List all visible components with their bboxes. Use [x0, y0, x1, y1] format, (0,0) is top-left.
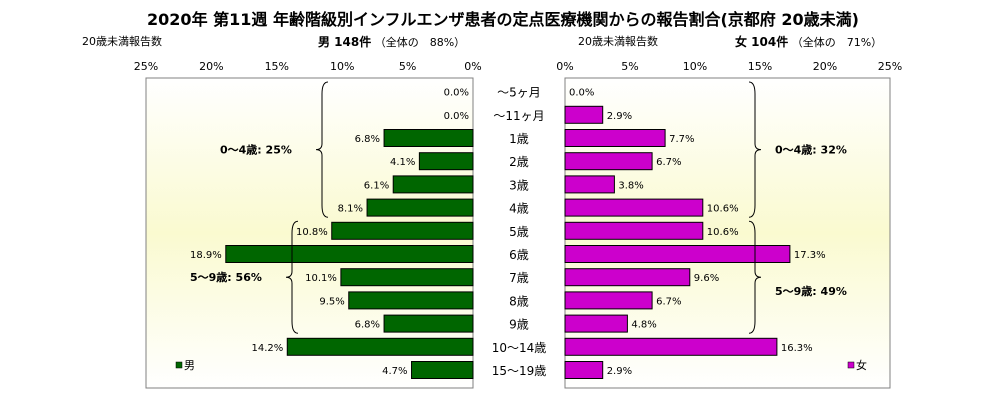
age-category-label: 8歳	[509, 294, 529, 308]
male-bar	[340, 268, 474, 287]
male-x-tick-label: 5%	[399, 60, 416, 73]
male-bar	[225, 245, 474, 263]
female-bar	[564, 291, 653, 310]
female-x-tick-label: 20%	[813, 60, 837, 73]
male-5-9-group-annotation: 5～9歳: 56%	[190, 270, 262, 284]
female-bar	[564, 314, 628, 333]
male-bar	[348, 291, 474, 310]
male-x-tick-label: 0%	[464, 60, 481, 73]
male-0-4-group-annotation: 0～4歳: 25%	[220, 143, 292, 157]
female-summary-count: 女 104件	[735, 35, 789, 49]
age-category-label: 6歳	[509, 248, 529, 262]
male-value-label: 0.0%	[444, 111, 469, 122]
female-0-4-bracket	[748, 81, 762, 218]
male-value-label: 10.1%	[305, 273, 337, 284]
female-value-label: 3.8%	[618, 180, 643, 191]
male-value-label: 6.8%	[355, 320, 380, 331]
male-legend-swatch	[175, 361, 183, 369]
female-value-label: 6.7%	[656, 296, 681, 307]
female-value-label: 10.6%	[707, 204, 739, 215]
female-bar	[564, 152, 653, 171]
age-category-label: ～11ヶ月	[493, 109, 544, 123]
female-bar	[564, 198, 704, 217]
age-category-label: 15～19歳	[492, 364, 547, 378]
male-x-tick-label: 20%	[199, 60, 223, 73]
male-summary: 男 148件 （全体の 88%）	[318, 33, 465, 50]
male-summary-count: 男 148件	[318, 35, 372, 49]
age-category-label: 9歳	[509, 318, 529, 332]
female-x-tick-label: 0%	[556, 60, 573, 73]
male-bar	[383, 129, 474, 147]
female-legend-swatch	[847, 361, 855, 369]
female-x-tick-label: 5%	[621, 60, 638, 73]
female-value-label: 7.7%	[669, 134, 694, 145]
male-value-label: 0.0%	[444, 88, 469, 99]
male-bar	[286, 337, 474, 356]
female-value-label: 16.3%	[781, 343, 813, 354]
age-category-label: 1歳	[509, 132, 529, 146]
male-value-label: 4.7%	[382, 366, 407, 377]
male-bar	[383, 314, 474, 333]
female-bar	[564, 129, 666, 147]
age-category-label: 5歳	[509, 225, 529, 239]
female-5-9-bracket	[748, 220, 762, 334]
male-bar	[392, 175, 474, 194]
female-value-label: 0.0%	[569, 88, 594, 99]
male-value-label: 6.1%	[364, 180, 389, 191]
female-bar	[564, 361, 604, 379]
male-0-4-bracket	[315, 81, 329, 218]
male-bar	[418, 152, 474, 171]
age-category-label: 10～14歳	[492, 341, 547, 355]
female-bar	[564, 245, 791, 263]
female-value-label: 6.7%	[656, 157, 681, 168]
male-bar	[366, 198, 474, 217]
female-bar	[564, 175, 615, 194]
female-value-label: 17.3%	[794, 250, 826, 261]
male-summary-share: （全体の 88%）	[374, 36, 466, 49]
male-x-tick-label: 15%	[265, 60, 289, 73]
female-legend-label: 女	[856, 358, 867, 372]
female-bar	[564, 268, 691, 287]
male-count-caption: 20歳未満報告数	[82, 35, 162, 48]
male-value-label: 18.9%	[190, 250, 222, 261]
female-value-label: 2.9%	[607, 366, 632, 377]
female-value-label: 10.6%	[707, 227, 739, 238]
female-0-4-group-annotation: 0～4歳: 32%	[775, 143, 847, 157]
male-value-label: 10.8%	[296, 227, 328, 238]
male-x-tick-label: 10%	[330, 60, 354, 73]
male-value-label: 8.1%	[338, 204, 363, 215]
male-legend-label: 男	[184, 359, 195, 372]
female-value-label: 4.8%	[631, 320, 656, 331]
male-value-label: 6.8%	[355, 134, 380, 145]
male-x-tick-label: 25%	[134, 60, 158, 73]
female-x-tick-label: 25%	[878, 60, 902, 73]
chart-title: 2020年 第11週 年齢階級別インフルエンザ患者の定点医療機関からの報告割合(…	[147, 10, 859, 29]
male-bar	[331, 221, 474, 240]
female-bar	[564, 337, 778, 356]
female-summary: 女 104件 （全体の 71%）	[735, 33, 882, 50]
female-bar	[564, 105, 604, 124]
male-5-9-bracket	[285, 220, 299, 334]
male-value-label: 14.2%	[251, 343, 283, 354]
female-value-label: 2.9%	[607, 111, 632, 122]
female-x-tick-label: 15%	[748, 60, 772, 73]
female-count-caption: 20歳未満報告数	[578, 35, 658, 48]
female-x-tick-label: 10%	[683, 60, 707, 73]
female-value-label: 9.6%	[694, 273, 719, 284]
female-summary-share: （全体の 71%）	[791, 36, 883, 49]
female-bar	[564, 221, 704, 240]
male-value-label: 9.5%	[319, 296, 344, 307]
age-category-label: ～5ヶ月	[497, 86, 541, 100]
male-value-label: 4.1%	[390, 157, 415, 168]
age-category-label: 3歳	[509, 178, 529, 192]
age-category-label: 2歳	[509, 155, 529, 169]
age-category-label: 7歳	[509, 271, 529, 285]
female-5-9-group-annotation: 5～9歳: 49%	[775, 284, 847, 298]
age-category-label: 4歳	[509, 202, 529, 216]
male-bar	[411, 361, 474, 379]
